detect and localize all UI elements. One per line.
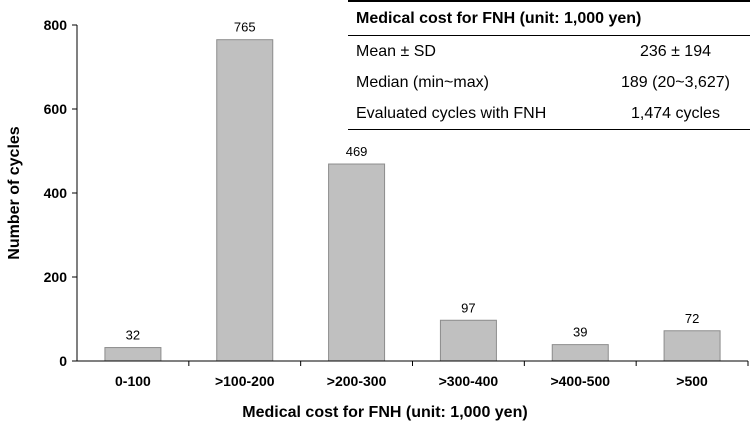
bar [439, 319, 497, 362]
summary-table-row: Mean ± SD 236 ± 194 [348, 36, 750, 68]
bar [328, 163, 386, 362]
bar-value-label: 72 [685, 311, 699, 326]
x-tick-label: >400-500 [550, 373, 610, 389]
x-tick-label: >500 [676, 373, 708, 389]
y-tick-label: 400 [44, 185, 68, 201]
y-tick-label: 200 [44, 269, 68, 285]
y-axis-ticks: 0 200 400 600 800 [44, 17, 77, 369]
summary-table-title: Medical cost for FNH (unit: 1,000 yen) [348, 0, 750, 36]
y-tick-label: 0 [59, 353, 67, 369]
bar-value-label: 469 [346, 144, 368, 159]
row-value: 1,474 cycles [598, 98, 750, 130]
bar [663, 330, 721, 362]
summary-table: Medical cost for FNH (unit: 1,000 yen) M… [348, 0, 750, 130]
x-tick-label: 0-100 [115, 373, 151, 389]
bar-value-label: 39 [573, 325, 587, 340]
bar [104, 347, 162, 362]
y-axis-title: Number of cycles [6, 126, 23, 259]
bar-value-label: 32 [126, 328, 140, 343]
x-tick-label: >100-200 [215, 373, 275, 389]
row-value: 236 ± 194 [639, 42, 711, 60]
x-tick-label: >200-300 [327, 373, 387, 389]
row-value: 189 (20~3,627) [620, 73, 730, 91]
row-label: Mean ± SD [356, 42, 436, 60]
bar [551, 344, 609, 362]
bar-value-label: 97 [461, 300, 475, 315]
x-tick-label: >300-400 [439, 373, 499, 389]
row-label: Median (min~max) [356, 73, 489, 91]
y-tick-label: 800 [44, 17, 68, 33]
y-tick-label: 600 [44, 101, 68, 117]
bars: 32 765 469 97 39 72 [104, 20, 721, 362]
bar [216, 39, 274, 362]
x-axis-title: Medical cost for FNH (unit: 1,000 yen) [242, 404, 527, 421]
summary-table-row: Evaluated cycles with FNH 1,474 cycles [348, 98, 750, 130]
row-label: Evaluated cycles with FNH [348, 98, 599, 130]
x-axis-ticks: 0-100 >100-200 >200-300 >300-400 >400-500 >50… [115, 361, 749, 389]
summary-table-header-row: Medical cost for FNH (unit: 1,000 yen) [348, 0, 750, 36]
bar-value-label: 765 [234, 20, 256, 35]
summary-table-row: Median (min~max) 189 (20~3,627) [348, 67, 750, 98]
